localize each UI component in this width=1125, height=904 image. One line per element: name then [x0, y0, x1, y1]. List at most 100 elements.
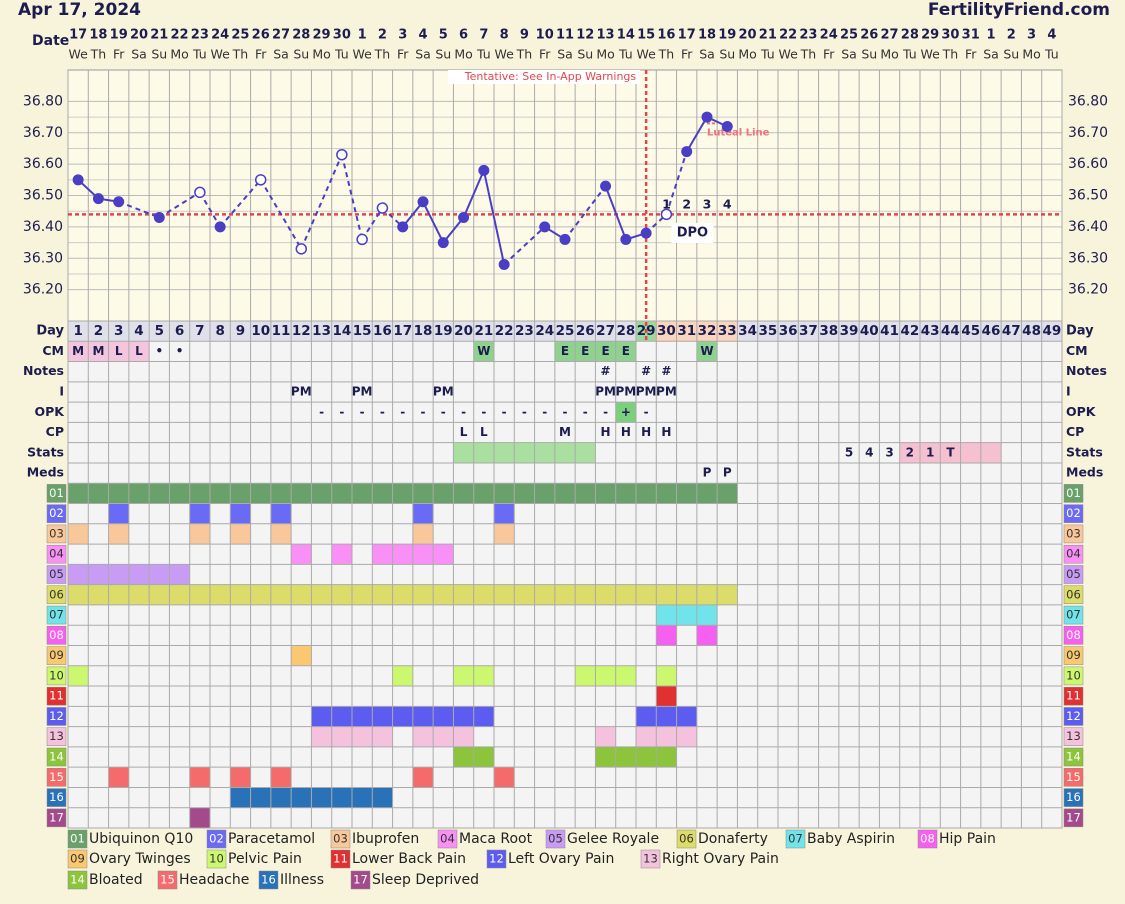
cell-text: 5: [845, 445, 853, 459]
item-code: 02: [49, 506, 64, 520]
date: 9: [520, 28, 529, 43]
weekday: Th: [232, 47, 249, 62]
y-tick-label: 36.40: [23, 219, 63, 235]
temperature-segment: [564, 185, 607, 241]
cell-text: L: [135, 344, 143, 358]
symptom-cell: [595, 584, 616, 605]
day-cell: [980, 321, 1002, 342]
y-tick-label: 36.80: [1068, 93, 1108, 109]
legend-label: Illness: [280, 872, 324, 888]
item-code: 16: [261, 873, 276, 887]
item-code: 08: [49, 628, 64, 642]
item-code: 16: [1066, 790, 1081, 804]
row-label: CP: [46, 424, 64, 439]
cell-text: -: [644, 405, 649, 419]
weekday: Fr: [255, 47, 267, 62]
item-code: 06: [679, 832, 694, 846]
symptom-cell: [331, 787, 352, 808]
item-code: 09: [49, 648, 64, 662]
cell-text: -: [319, 405, 324, 419]
symptom-cell: [554, 584, 576, 605]
item-code: 11: [49, 689, 64, 703]
day-number: 43: [921, 323, 940, 339]
day-number: 16: [373, 323, 392, 339]
temperature-point: [660, 208, 673, 221]
item-badge: [46, 626, 67, 645]
day-number: 9: [236, 323, 245, 339]
symptom-cell: [331, 584, 352, 605]
symptom-cell: [372, 584, 393, 605]
day-number: 32: [698, 323, 717, 339]
date: 3: [1027, 28, 1036, 43]
legend-label: Ovary Twinges: [89, 851, 191, 867]
cell-text: 1: [926, 445, 934, 459]
item-badge: [486, 849, 507, 869]
symptom-cell: [149, 483, 170, 504]
date: 24: [820, 28, 838, 43]
item-code: 14: [1066, 750, 1081, 764]
cell-text: -: [502, 405, 507, 419]
cell-text: 3: [885, 445, 893, 459]
day-number: 13: [312, 323, 331, 339]
item-badge: [1063, 707, 1084, 726]
cell-fill: [615, 341, 636, 362]
day-cell: [128, 321, 150, 342]
item-badge: [157, 870, 178, 890]
day-cell: [169, 321, 190, 342]
date: 17: [678, 28, 696, 43]
day-cell: [88, 321, 109, 342]
cell-text: -: [380, 405, 385, 419]
day-cell: [433, 321, 454, 342]
legend-label: Lower Back Pain: [352, 851, 466, 867]
symptom-cell: [412, 523, 434, 545]
cell-text: H: [601, 425, 611, 439]
cell-text: L: [115, 344, 123, 358]
day-number: 11: [272, 323, 291, 339]
symptom-cell: [494, 523, 515, 545]
item-code: 11: [1066, 689, 1081, 703]
symptom-cell: [88, 483, 109, 504]
row-label: Notes: [1066, 363, 1107, 378]
temperature-segment: [422, 201, 445, 244]
row-label: CM: [1066, 343, 1088, 358]
date: 22: [171, 28, 189, 43]
brand: FertilityFriend.com: [928, 0, 1110, 20]
item-badge: [46, 788, 67, 807]
date: 27: [272, 28, 290, 43]
symptom-cell: [128, 564, 150, 585]
symptom-cell: [189, 483, 210, 504]
cell-text: -: [461, 405, 466, 419]
legend-label: Hip Pain: [939, 831, 996, 847]
symptom-cell: [352, 584, 373, 605]
legend-label: Sleep Deprived: [372, 872, 479, 888]
item-badge: [46, 585, 67, 605]
item-badge: [437, 829, 458, 849]
y-tick-label: 36.40: [1068, 219, 1108, 235]
weekday: Mo: [454, 47, 472, 62]
day-number: 28: [616, 323, 635, 339]
cell-fill: [473, 341, 494, 362]
symptom-cell: [270, 483, 292, 504]
temperature-segment: [462, 170, 485, 218]
symptom-cell: [352, 706, 373, 727]
day-number: 36: [779, 323, 798, 339]
cell-text: +: [621, 405, 631, 419]
symptom-cell: [717, 584, 738, 605]
symptom-cell: [372, 706, 393, 727]
weekday: Mo: [312, 47, 330, 62]
cell-fill: [696, 341, 718, 362]
weekday: We: [210, 47, 230, 62]
day-number: 14: [332, 323, 351, 339]
cell-text: PM: [595, 384, 616, 398]
row-label: Stats: [1066, 444, 1103, 459]
item-code: 01: [1066, 486, 1081, 500]
cell-fill: [920, 442, 941, 463]
symptom-cell: [169, 564, 190, 585]
day-number: 19: [434, 323, 453, 339]
date: 16: [657, 28, 675, 43]
item-code: 15: [1066, 770, 1081, 784]
cell-fill: [88, 341, 109, 362]
symptom-cell: [696, 584, 718, 605]
day-number: 40: [860, 323, 879, 339]
symptom-cell: [453, 483, 474, 504]
